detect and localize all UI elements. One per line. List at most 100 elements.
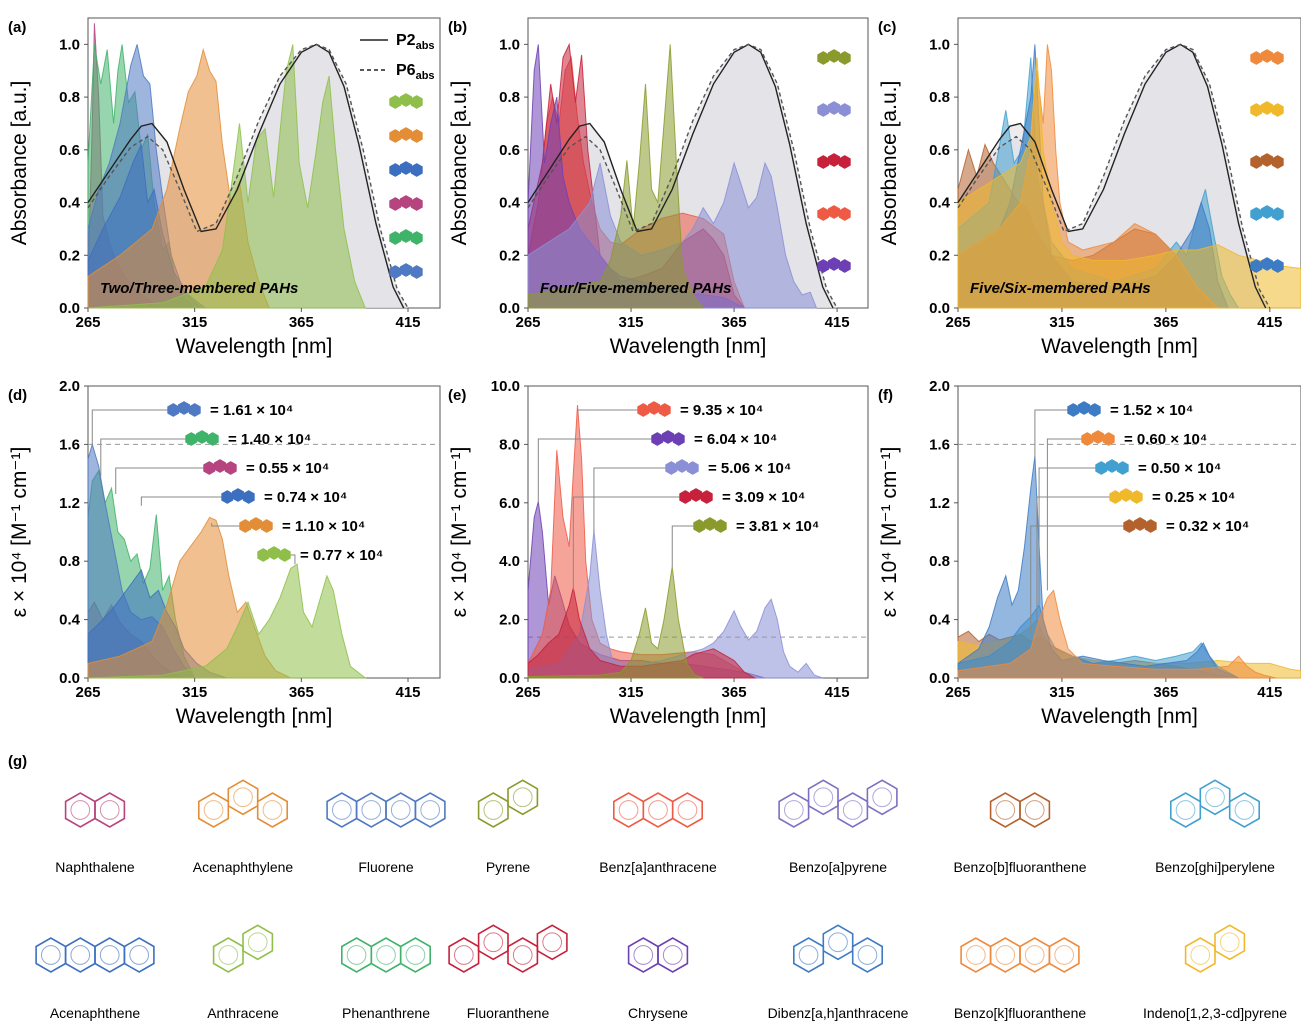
molecule-cell: Benzo[a]pyrene [778, 779, 898, 875]
structure-ring [866, 779, 898, 816]
hex-ring [1081, 432, 1094, 446]
x-tick-label: 415 [825, 314, 850, 331]
structure-ring [507, 779, 539, 816]
structure-ring [851, 937, 884, 973]
y-axis-label: Absorbance [a.u.] [8, 81, 31, 246]
annotation-molecule-icon [167, 401, 201, 417]
molecule-cell: Phenanthrene [340, 937, 432, 1021]
aromatic-inner-ring [828, 932, 848, 953]
hex-ring [693, 519, 706, 533]
annotation-value: = 1.61 × 10⁴ [210, 402, 293, 419]
annotation-leader [91, 409, 168, 445]
structure-ring [399, 937, 432, 973]
aromatic-inner-ring [453, 945, 474, 965]
structure-ring [536, 924, 568, 961]
x-tick-label: 315 [619, 314, 644, 331]
annotation-value: = 0.25 × 10⁴ [1152, 489, 1235, 506]
annotation-molecule-icon [651, 430, 685, 446]
annotation-leader [1038, 467, 1096, 605]
aromatic-inner-ring [483, 932, 504, 953]
aromatic-inner-ring [218, 945, 239, 965]
legend-molecule-icon [389, 195, 423, 211]
panel-label: (c) [878, 19, 896, 36]
aromatic-inner-ring [633, 945, 654, 965]
molecule-cell: Chrysene [627, 937, 689, 1021]
hex-ring [389, 129, 402, 143]
panel-g-structures: (g) Naphthalene Acenaphthylene Fluorene Pyr… [8, 753, 1287, 1021]
y-tick-label: 0.8 [59, 89, 80, 106]
y-tick-label: 0.2 [929, 247, 950, 264]
x-tick-label: 265 [515, 314, 540, 331]
hex-ring [661, 430, 675, 444]
y-tick-label: 0.8 [59, 553, 80, 570]
hex-ring [1271, 207, 1284, 221]
annotation-molecule-icon [1067, 401, 1101, 417]
aromatic-inner-ring [346, 945, 367, 965]
panel-d: (d) 265 315 365 415 0.0 0.4 0.8 1.2 1.6 2.0 Wavelen… [8, 378, 441, 728]
y-tick-label: 2.0 [929, 378, 950, 395]
structure-ring [198, 792, 230, 828]
structure-ring [642, 792, 674, 828]
hex-ring [714, 519, 727, 533]
y-tick-label: 0.2 [499, 247, 520, 264]
structure-ring [414, 792, 446, 828]
aromatic-inner-ring [542, 932, 563, 953]
molecule-name: Indeno[1,2,3-cd]pyrene [1143, 1005, 1287, 1021]
hex-ring [817, 207, 830, 221]
panel-c: (c) 265 315 365 415 0.0 0.2 0.4 0.6 0.8 1.0 Wavelen… [878, 17, 1301, 358]
y-tick-label: 1.6 [59, 436, 80, 453]
hex-ring [232, 488, 244, 502]
hex-ring [1116, 461, 1129, 475]
series-area [527, 44, 705, 309]
x-tick-label: 415 [1257, 684, 1282, 701]
molecule-name: Benzo[k]fluoranthene [954, 1005, 1087, 1021]
panel-label: (d) [8, 387, 27, 404]
annotation-molecule-icon [1081, 430, 1115, 446]
aromatic-inner-ring [965, 945, 986, 965]
hex-ring [278, 548, 291, 562]
y-tick-label: 0.2 [59, 247, 80, 264]
hex-ring [239, 519, 252, 533]
annotation-leader [576, 409, 638, 411]
structure-ring [671, 792, 704, 828]
hex-ring [817, 51, 830, 65]
hex-ring [224, 461, 237, 475]
x-axis-label: Wavelength [nm] [610, 335, 767, 358]
hex-ring [1095, 461, 1108, 475]
annotation-molecule-icon [239, 517, 273, 533]
x-tick-label: 315 [619, 684, 644, 701]
aromatic-inner-ring [995, 945, 1016, 965]
annotation-value: = 0.50 × 10⁴ [1138, 460, 1221, 477]
series-area [87, 563, 367, 679]
hex-ring [703, 517, 717, 531]
aromatic-inner-ring [648, 800, 668, 820]
x-tick-label: 415 [395, 314, 420, 331]
y-tick-label: 1.2 [929, 495, 950, 512]
y-tick-label: 0.8 [499, 89, 520, 106]
structure-ring [612, 792, 645, 828]
structure-ring [837, 792, 869, 828]
aromatic-inner-ring [40, 945, 61, 965]
annotation-leader [1036, 496, 1110, 620]
annotation-leader [671, 525, 694, 568]
reference-line [527, 43, 834, 309]
molecule-name: Naphthalene [55, 859, 135, 875]
hex-ring [188, 403, 201, 417]
aromatic-inner-ring [618, 800, 639, 820]
hex-ring [203, 461, 216, 475]
annotation-value: = 0.55 × 10⁴ [246, 460, 329, 477]
annotation-leader [140, 496, 222, 506]
hex-ring [1250, 259, 1263, 273]
structure-ring [1019, 937, 1051, 973]
molecule-cell: Benzo[ghi]perylene [1155, 779, 1275, 875]
annotation-molecule-icon [257, 546, 291, 562]
structure-ring [64, 792, 96, 828]
structure-ring [94, 937, 126, 973]
x-tick-label: 365 [722, 314, 747, 331]
molecule-name: Benz[a]anthracene [599, 859, 717, 875]
legend-label: P6abs [396, 62, 435, 82]
annotation-value: = 1.10 × 10⁴ [282, 518, 365, 535]
y-tick-label: 0.6 [499, 142, 520, 159]
x-tick-label: 365 [289, 684, 314, 701]
legend-molecule-icon [389, 161, 423, 177]
